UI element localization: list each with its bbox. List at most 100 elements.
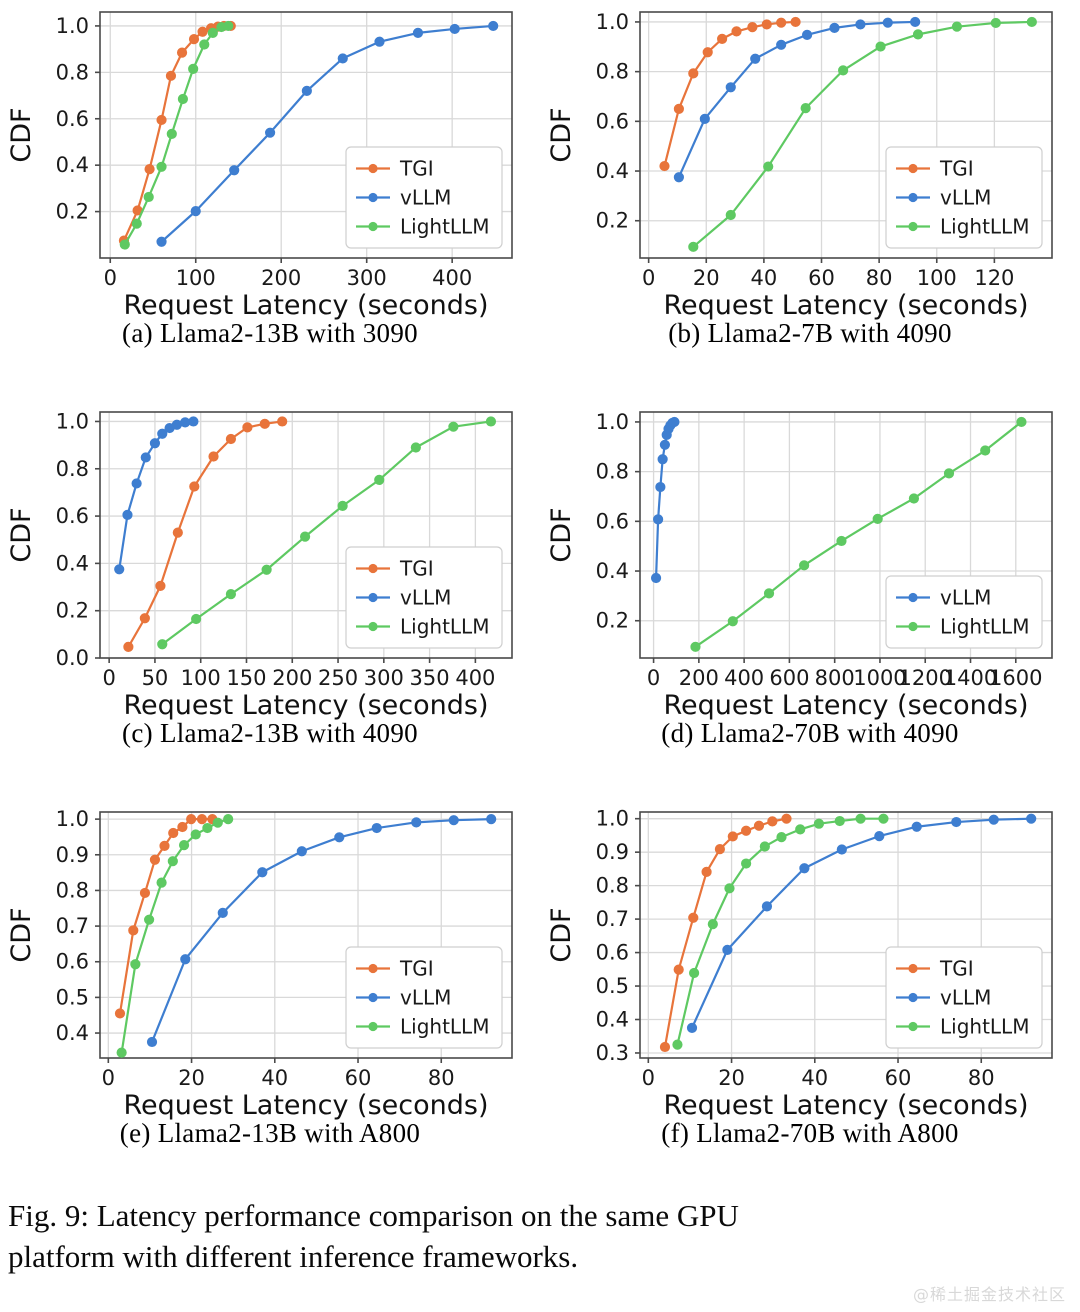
x-tick-label: 40	[751, 266, 778, 290]
legend: TGI vLLM LightLLM	[345, 146, 503, 249]
legend-marker	[908, 621, 918, 632]
legend: TGI vLLM LightLLM	[885, 946, 1043, 1049]
data-point	[128, 925, 139, 936]
legend-label: TGI	[399, 157, 434, 181]
series-line	[694, 420, 1023, 648]
y-tick-label: 0.0	[56, 646, 89, 670]
legend-label: TGI	[939, 957, 974, 981]
data-point	[374, 474, 385, 485]
data-point	[727, 616, 738, 627]
y-tick-label: 0.2	[56, 599, 89, 623]
data-point	[223, 20, 234, 32]
data-point	[168, 827, 179, 839]
data-point	[301, 85, 312, 97]
series-LightLLM	[116, 814, 234, 1058]
data-point	[178, 840, 190, 851]
data-point	[910, 16, 921, 28]
data-point	[140, 452, 151, 463]
y-tick-label: 0.6	[56, 107, 89, 131]
legend-label: vLLM	[940, 586, 991, 610]
data-point	[725, 209, 736, 221]
panel-a: 0 100 200 300 400 0.2 0.4 0.6 0.8 1.0 Request Late…	[0, 0, 540, 400]
axis-ticks: 0 20 40 60 80 100 120 0.2 0.4 0.6 0.8 1.0	[596, 10, 1015, 290]
data-point	[980, 445, 991, 456]
x-tick-label: 60	[345, 1066, 372, 1090]
data-point	[701, 866, 712, 878]
legend-marker	[908, 592, 918, 603]
data-point	[190, 829, 201, 840]
axis-ticks: 0 20 40 60 80 0.3 0.4 0.5 0.6 0.7 0.8 0.9 1.0	[596, 807, 995, 1090]
y-tick-label: 0.8	[56, 457, 89, 481]
x-tick-label: 0	[642, 266, 655, 290]
chart-e: 0 20 40 60 80 0.4 0.5 0.6 0.7 0.8 0.9 1.0 Request La…	[0, 800, 540, 1120]
data-point	[123, 641, 134, 652]
y-tick-label: 0.7	[56, 914, 89, 938]
legend-marker	[908, 963, 918, 974]
data-point	[813, 818, 825, 829]
panel-c: 0 50 100 150 200 250 300 350 400 0.0 0.2 0.4 0.6 0.8 1…	[0, 400, 540, 800]
data-point	[190, 206, 201, 217]
data-point	[257, 867, 268, 878]
watermark: @稀土掘金技术社区	[912, 1285, 1066, 1304]
data-point	[776, 832, 787, 843]
data-point	[799, 560, 810, 571]
legend-label: LightLLM	[400, 615, 489, 639]
series-vLLM	[156, 20, 499, 247]
legend: TGI vLLM LightLLM	[885, 146, 1043, 249]
legend-marker	[368, 221, 378, 232]
series-line	[692, 20, 1033, 248]
data-point	[988, 814, 999, 825]
data-point	[261, 564, 272, 575]
data-point	[299, 531, 311, 542]
data-point	[122, 509, 133, 520]
x-tick-label: 600	[769, 666, 809, 690]
legend-marker	[908, 1021, 918, 1032]
data-point	[488, 20, 499, 32]
data-point	[116, 1047, 127, 1058]
data-point	[688, 912, 699, 923]
data-point	[188, 34, 200, 45]
y-tick-label: 0.6	[56, 950, 89, 974]
subcaption-c: (c) Llama2-13B with 4090	[122, 718, 418, 748]
legend-marker	[368, 963, 378, 974]
panel-d: 0 200 400 600 800 1000 1200 1400 1600 0.2 0.4 0.6 0.…	[540, 400, 1080, 800]
data-point	[225, 589, 237, 600]
x-axis-title: Request Latency (seconds)	[664, 690, 1029, 720]
data-point	[412, 27, 424, 38]
data-point	[829, 22, 840, 33]
data-point	[688, 241, 699, 252]
x-tick-label: 20	[718, 1066, 745, 1090]
data-point	[912, 29, 924, 40]
series-line	[127, 420, 284, 648]
series-TGI	[659, 813, 792, 1053]
x-axis-title: Request Latency (seconds)	[664, 1090, 1029, 1120]
data-point	[167, 856, 178, 867]
legend-label: vLLM	[940, 186, 991, 210]
series-line	[160, 24, 495, 243]
legend-marker	[368, 1021, 378, 1032]
data-point	[197, 26, 208, 37]
data-point	[374, 36, 385, 47]
x-tick-label: 0	[104, 266, 117, 290]
x-axis-title: Request Latency (seconds)	[124, 1090, 489, 1120]
data-point	[166, 128, 177, 139]
data-point	[874, 830, 885, 842]
y-tick-label: 0.6	[56, 504, 89, 528]
data-point	[114, 1008, 126, 1019]
y-axis-title: CDF	[546, 907, 577, 962]
data-point	[763, 161, 774, 172]
data-point	[225, 433, 237, 445]
x-tick-label: 80	[428, 1066, 455, 1090]
x-tick-label: 200	[272, 666, 312, 690]
y-tick-label: 0.4	[596, 159, 629, 183]
y-tick-label: 0.8	[596, 874, 629, 898]
subcaption-a: (a) Llama2-13B with 3090	[122, 318, 418, 348]
x-tick-label: 250	[318, 666, 358, 690]
data-point	[130, 959, 141, 970]
x-tick-label: 20	[693, 266, 720, 290]
data-point	[650, 572, 662, 584]
data-point	[177, 821, 188, 833]
x-tick-label: 400	[724, 666, 764, 690]
data-point	[707, 919, 718, 930]
legend-marker	[368, 163, 378, 174]
